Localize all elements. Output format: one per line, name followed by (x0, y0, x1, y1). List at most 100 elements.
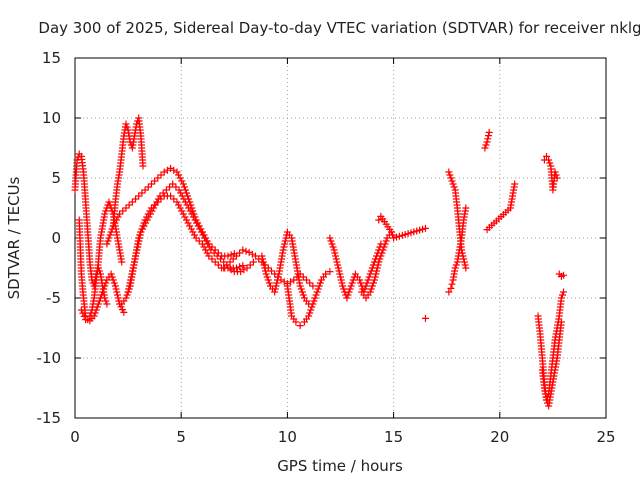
data-point (329, 243, 337, 251)
data-point (375, 216, 383, 224)
series-sat-o (445, 168, 470, 272)
data-point (348, 279, 356, 287)
data-point (187, 201, 195, 209)
data-point (345, 288, 353, 296)
data-point (186, 198, 194, 206)
data-point (141, 186, 149, 194)
data-point (445, 168, 453, 176)
data-point (259, 258, 267, 266)
data-point (166, 183, 174, 191)
data-point (267, 267, 275, 275)
data-point (128, 270, 136, 278)
data-point (273, 279, 281, 287)
data-point (380, 243, 388, 251)
data-point (181, 186, 189, 194)
data-point (483, 138, 491, 146)
data-point (114, 294, 122, 302)
series-sat-l (358, 228, 395, 302)
data-point (118, 258, 126, 266)
data-point (261, 264, 269, 272)
x-tick-label: 0 (70, 428, 80, 446)
data-point (362, 282, 370, 290)
data-point (191, 213, 199, 221)
x-axis-title: GPS time / hours (277, 457, 403, 475)
data-point (511, 180, 519, 188)
data-point (190, 210, 198, 218)
data-point (281, 240, 289, 248)
series-sat-s (540, 152, 568, 280)
data-point (347, 282, 355, 290)
data-point (252, 252, 260, 260)
y-tick-label: -15 (37, 409, 62, 427)
data-point (103, 300, 111, 308)
data-point (242, 247, 250, 255)
series-sat-g (103, 164, 238, 260)
data-point (137, 228, 145, 236)
data-point (167, 164, 175, 172)
data-point (107, 228, 115, 236)
data-point (451, 264, 459, 272)
data-point (93, 303, 101, 311)
data-point (449, 180, 457, 188)
data-point (189, 228, 197, 236)
data-point (546, 159, 554, 167)
data-point (211, 258, 219, 266)
data-point (132, 195, 140, 203)
grid-lines (75, 58, 606, 418)
data-point (112, 285, 120, 293)
data-point (79, 309, 87, 317)
data-point (452, 261, 460, 269)
data-point (77, 306, 85, 314)
data-point (328, 240, 336, 248)
data-point (100, 285, 108, 293)
data-point (379, 246, 387, 254)
data-point (296, 282, 304, 290)
data-point (153, 198, 161, 206)
data-point (127, 273, 135, 281)
data-point (326, 234, 334, 242)
data-point (172, 183, 180, 191)
data-point (146, 210, 154, 218)
series-sat-r (538, 288, 568, 404)
data-point (303, 276, 311, 284)
data-point (203, 249, 211, 257)
y-tick-label: -10 (37, 349, 62, 367)
data-point (461, 261, 469, 269)
data-point (150, 204, 158, 212)
data-point (315, 282, 323, 290)
data-point (460, 258, 468, 266)
data-point (183, 216, 191, 224)
data-point (382, 237, 390, 245)
data-point (203, 237, 211, 245)
data-point (125, 285, 133, 293)
data-point (216, 255, 224, 263)
data-point (162, 186, 170, 194)
data-point (114, 213, 122, 221)
data-point (181, 213, 189, 221)
data-point (458, 249, 466, 257)
data-point (154, 174, 162, 182)
data-point (214, 249, 222, 257)
data-point (245, 248, 253, 256)
y-tick-label: 15 (42, 49, 61, 67)
data-point (557, 294, 565, 302)
data-point (356, 276, 364, 284)
data-point (208, 255, 216, 263)
data-point (346, 285, 354, 293)
data-point (460, 255, 468, 263)
data-point (102, 279, 110, 287)
data-point (239, 262, 247, 270)
data-point (370, 276, 378, 284)
data-point (90, 312, 98, 320)
data-point (125, 282, 133, 290)
plot-frame (74, 57, 607, 419)
series-sat-n (445, 204, 470, 296)
data-point (198, 228, 206, 236)
data-point (186, 222, 194, 230)
data-point (363, 279, 371, 287)
data-point (92, 306, 100, 314)
data-point (101, 210, 109, 218)
data-point (281, 237, 289, 245)
data-point (248, 250, 256, 258)
data-point (296, 322, 304, 330)
